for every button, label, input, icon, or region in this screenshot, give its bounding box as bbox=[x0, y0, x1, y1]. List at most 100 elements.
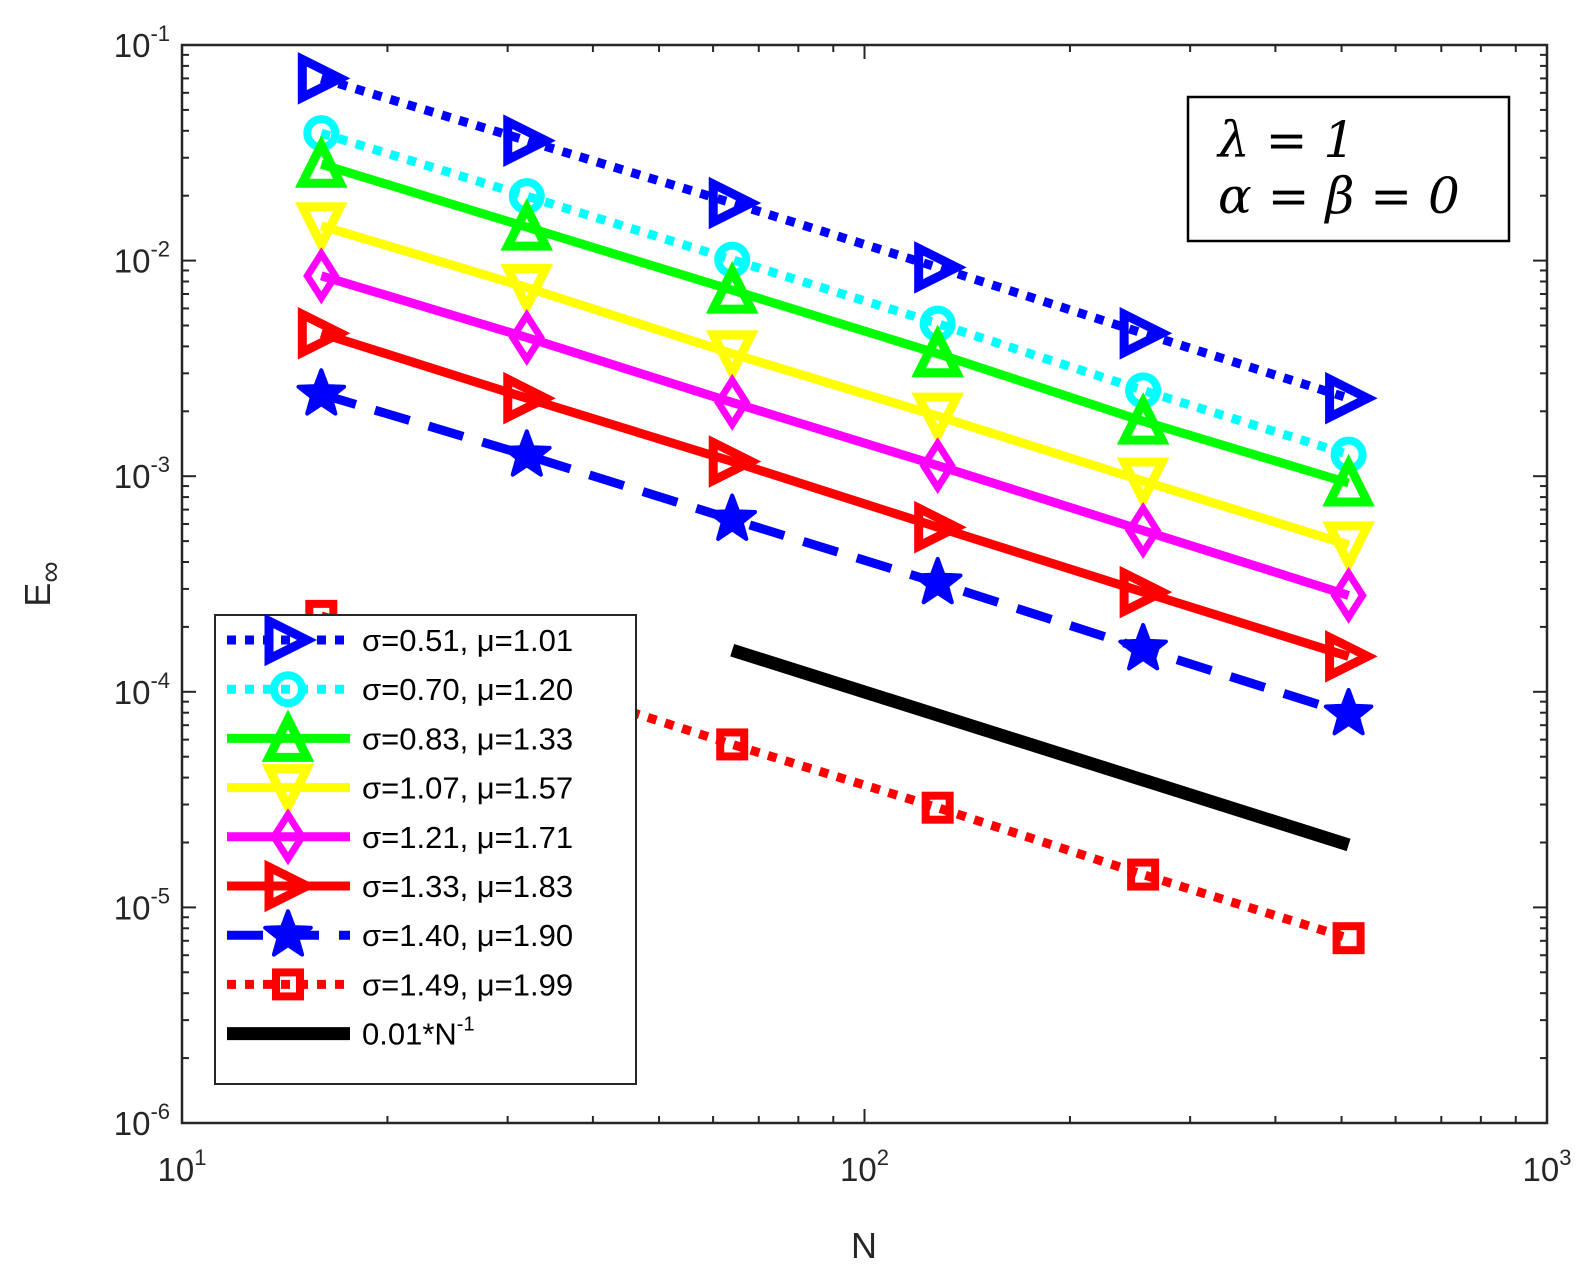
y-tick-label-exp: -1 bbox=[150, 21, 170, 46]
series-marker bbox=[503, 371, 556, 425]
legend-entry: σ=0.83, μ=1.33 bbox=[227, 709, 573, 762]
series-5 bbox=[297, 307, 1378, 683]
annotation-line-2: α = β = 0 bbox=[1218, 167, 1460, 225]
legend-label: σ=0.51, μ=1.01 bbox=[362, 623, 573, 658]
y-tick-label: 10-2 bbox=[114, 237, 170, 280]
plot-frame bbox=[180, 43, 1549, 1125]
legend-label: σ=0.70, μ=1.20 bbox=[362, 672, 573, 707]
series-marker bbox=[264, 613, 318, 667]
series-8 bbox=[730, 644, 1351, 852]
series-marker bbox=[1330, 566, 1367, 624]
series-marker bbox=[708, 435, 762, 488]
series-marker bbox=[921, 791, 954, 824]
series-marker bbox=[1118, 623, 1168, 671]
series-marker bbox=[1325, 630, 1378, 683]
series-marker bbox=[911, 392, 964, 446]
series-marker bbox=[500, 264, 554, 317]
series-marker bbox=[261, 764, 315, 817]
series-0 bbox=[297, 52, 1378, 425]
series-2 bbox=[295, 135, 1375, 507]
svg-text:E∞: E∞ bbox=[17, 561, 67, 606]
series-marker bbox=[500, 198, 554, 251]
y-axis-title: E∞ bbox=[17, 561, 67, 606]
series-line bbox=[320, 389, 1350, 719]
legend-label-text: σ=1.07, μ=1.57 bbox=[362, 771, 573, 806]
series-3 bbox=[295, 202, 1375, 574]
series-marker bbox=[503, 114, 556, 167]
series-marker bbox=[295, 202, 348, 255]
series-layer bbox=[295, 52, 1378, 955]
annotation-frame bbox=[1186, 95, 1511, 243]
x-tick-label-exp: 2 bbox=[877, 1145, 889, 1170]
y-axis-title-main: E bbox=[17, 583, 58, 607]
series-marker bbox=[708, 176, 762, 230]
x-tick-label-exp: 1 bbox=[194, 1145, 206, 1170]
series-marker bbox=[296, 368, 347, 416]
series-marker bbox=[919, 437, 956, 495]
series-line bbox=[730, 644, 1351, 852]
series-marker bbox=[707, 493, 757, 541]
legend-label-text: σ=1.33, μ=1.83 bbox=[362, 869, 573, 904]
x-tick-label: 102 bbox=[840, 1145, 889, 1188]
series-marker bbox=[1332, 922, 1365, 955]
y-tick-labels: 10-110-210-310-410-510-6 bbox=[114, 21, 170, 1142]
y-tick-label-base: 10 bbox=[114, 458, 151, 495]
legend-label: σ=1.40, μ=1.90 bbox=[362, 918, 573, 953]
y-tick-label-exp: -2 bbox=[150, 237, 170, 262]
legend-label-text: σ=0.51, μ=1.01 bbox=[362, 623, 573, 658]
legend-entry: σ=1.49, μ=1.99 bbox=[227, 967, 573, 1002]
y-axis-title-subscript: ∞ bbox=[34, 561, 67, 582]
legend: σ=0.51, μ=1.01 σ=0.70, μ=1.20 σ=0.83, μ=1.… bbox=[214, 613, 637, 1085]
series-marker bbox=[705, 261, 759, 314]
series-marker bbox=[508, 308, 545, 366]
series-marker bbox=[912, 556, 963, 605]
x-tick-label: 103 bbox=[1523, 1145, 1572, 1188]
x-tick-label-base: 10 bbox=[1523, 1151, 1560, 1188]
series-marker bbox=[1116, 392, 1170, 445]
series-6 bbox=[296, 368, 1374, 736]
series-marker bbox=[1323, 687, 1374, 736]
legend-label-text: σ=1.49, μ=1.99 bbox=[362, 967, 573, 1002]
annotation-line-1: λ = 1 bbox=[1216, 111, 1355, 169]
y-tick-label-base: 10 bbox=[114, 674, 151, 711]
x-tick-label-exp: 3 bbox=[1559, 1145, 1571, 1170]
series-line bbox=[319, 159, 1350, 488]
series-marker bbox=[269, 808, 307, 866]
series-marker bbox=[263, 909, 313, 957]
series-4 bbox=[303, 247, 1367, 624]
x-tick-label: 101 bbox=[158, 1145, 207, 1188]
legend-entry: σ=0.51, μ=1.01 bbox=[227, 613, 573, 667]
legend-label: σ=1.21, μ=1.71 bbox=[362, 820, 573, 855]
series-marker bbox=[270, 671, 306, 708]
series-marker bbox=[911, 324, 964, 378]
y-tick-label: 10-1 bbox=[114, 21, 170, 64]
annotation-box: λ = 1 α = β = 0 bbox=[1186, 95, 1511, 243]
series-marker bbox=[914, 500, 967, 554]
legend-entry: σ=0.70, μ=1.20 bbox=[227, 671, 573, 708]
legend-label: σ=1.33, μ=1.83 bbox=[362, 869, 573, 904]
legend-label: 0.01*N-1 bbox=[362, 1014, 475, 1052]
y-tick-label-exp: -3 bbox=[150, 452, 170, 477]
y-tick-label-base: 10 bbox=[114, 1105, 151, 1142]
series-line bbox=[320, 271, 1350, 600]
series-marker bbox=[501, 429, 552, 477]
legend-label-exp: -1 bbox=[457, 1014, 475, 1036]
y-tick-label-base: 10 bbox=[114, 27, 151, 64]
series-marker bbox=[272, 968, 304, 1001]
series-marker bbox=[1322, 521, 1375, 574]
series-marker bbox=[261, 709, 315, 762]
legend-entry: σ=1.21, μ=1.71 bbox=[227, 808, 573, 866]
series-marker bbox=[705, 330, 759, 383]
x-tick-labels: 101 102 103 bbox=[158, 1145, 1572, 1188]
series-marker bbox=[1325, 371, 1378, 425]
legend-entry: 0.01*N-1 bbox=[227, 1014, 475, 1052]
y-tick-label-base: 10 bbox=[114, 889, 151, 926]
y-tick-label-exp: -4 bbox=[150, 668, 170, 693]
legend-label: σ=1.07, μ=1.57 bbox=[362, 771, 573, 806]
legend-label: σ=1.49, μ=1.99 bbox=[362, 967, 573, 1002]
series-marker bbox=[716, 728, 749, 761]
y-tick-label: 10-4 bbox=[114, 668, 170, 711]
y-tick-label: 10-3 bbox=[114, 452, 170, 495]
x-tick-label-base: 10 bbox=[840, 1151, 877, 1188]
